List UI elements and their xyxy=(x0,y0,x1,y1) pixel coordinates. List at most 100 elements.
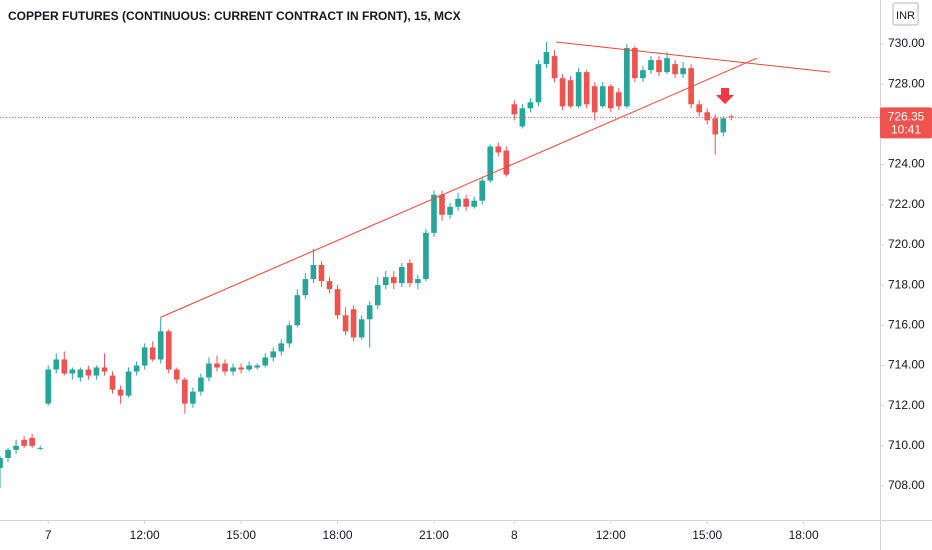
candle-body xyxy=(607,86,614,109)
candle-body xyxy=(125,371,132,396)
candle-body xyxy=(182,379,188,404)
candle-body xyxy=(77,369,84,378)
candle-body xyxy=(366,305,373,320)
candle-body xyxy=(270,351,277,358)
y-tick-label: 730.00 xyxy=(888,36,925,50)
candle-body xyxy=(198,377,204,392)
x-tick-label: 18:00 xyxy=(789,528,819,542)
candle-body xyxy=(431,194,437,233)
candle-body xyxy=(672,64,678,75)
candle-body xyxy=(415,279,421,284)
y-tick-label: 716.00 xyxy=(888,317,925,331)
candle-body xyxy=(133,365,140,372)
candle-body xyxy=(45,369,52,404)
candle-body xyxy=(382,277,389,286)
candle-body xyxy=(696,104,702,113)
candle-body xyxy=(463,198,469,207)
last-price-tag xyxy=(880,107,932,139)
candle-body xyxy=(728,116,735,118)
candle-body xyxy=(190,391,196,404)
candle-body xyxy=(591,86,598,113)
candle-body xyxy=(85,369,92,376)
chart-title: COPPER FUTURES (CONTINUOUS: CURRENT CONT… xyxy=(8,9,461,23)
currency-box[interactable] xyxy=(892,2,919,26)
candle-body xyxy=(310,265,317,280)
candle-body xyxy=(238,367,244,370)
candle-body xyxy=(599,86,606,107)
candle-body xyxy=(254,365,260,368)
candle-body xyxy=(53,359,60,370)
x-tick-label: 12:00 xyxy=(596,528,626,542)
candle-body xyxy=(109,375,116,390)
x-tick-label: 8 xyxy=(511,528,518,542)
candle-body xyxy=(583,72,590,105)
candle-body xyxy=(704,112,711,121)
x-tick-label: 15:00 xyxy=(226,528,256,542)
last-price-label: 726.35 xyxy=(888,110,925,124)
candle-body xyxy=(439,194,445,215)
candle-body xyxy=(374,285,381,306)
candle-body xyxy=(487,146,494,181)
candle-body xyxy=(93,367,100,376)
candle-body xyxy=(527,102,534,109)
candle-body xyxy=(471,200,477,207)
candle-body xyxy=(567,80,574,107)
x-tick-label: 12:00 xyxy=(130,528,160,542)
candle-body xyxy=(656,60,662,73)
candle-body xyxy=(624,48,630,107)
candle-body xyxy=(350,309,357,338)
candle-body xyxy=(640,70,646,79)
trend-line xyxy=(160,57,758,318)
candle-body xyxy=(117,389,124,396)
currency-label: INR xyxy=(896,10,915,22)
x-tick-label: 21:00 xyxy=(419,528,449,542)
y-tick-label: 714.00 xyxy=(888,358,925,372)
candle-body xyxy=(157,331,164,360)
candle-body xyxy=(21,439,27,446)
candle-body xyxy=(535,64,542,103)
x-tick-label: 15:00 xyxy=(692,528,722,542)
candle-body xyxy=(230,367,236,372)
plot-area xyxy=(0,41,880,489)
candle-body xyxy=(551,56,558,79)
candle-body xyxy=(720,118,727,133)
candle-body xyxy=(543,52,550,65)
candle-body xyxy=(447,206,453,215)
x-tick-label: 7 xyxy=(45,528,52,542)
trend-line xyxy=(556,41,831,73)
down-arrow xyxy=(716,88,734,104)
candle-body xyxy=(262,357,269,366)
candle-body xyxy=(318,265,325,282)
candle-body xyxy=(712,118,719,135)
candle-body xyxy=(503,150,510,175)
candle-body xyxy=(559,78,566,107)
candle-body xyxy=(358,319,365,338)
candle-body xyxy=(37,447,43,449)
candle-body xyxy=(101,367,108,372)
candle-body xyxy=(455,198,461,207)
candle-body xyxy=(407,263,413,284)
candle-body xyxy=(286,325,293,344)
candle-body xyxy=(511,104,518,115)
candle-body xyxy=(0,457,3,468)
candle-body xyxy=(616,92,622,107)
candle-body xyxy=(648,60,654,71)
candle-body xyxy=(13,445,19,450)
candle-body xyxy=(575,72,582,107)
candle-body xyxy=(222,363,228,372)
candle-body xyxy=(246,365,252,370)
candle-body xyxy=(302,279,309,296)
candle-body xyxy=(165,331,172,370)
candle-body xyxy=(326,281,333,290)
candle-body xyxy=(334,289,341,316)
candle-body xyxy=(149,347,156,360)
candle-body xyxy=(632,48,638,79)
y-tick-label: 718.00 xyxy=(888,277,925,291)
candle-body xyxy=(141,347,148,366)
y-tick-label: 724.00 xyxy=(888,157,925,171)
y-tick-label: 710.00 xyxy=(888,438,925,452)
candle-body xyxy=(29,437,35,446)
candle-body xyxy=(294,295,301,326)
